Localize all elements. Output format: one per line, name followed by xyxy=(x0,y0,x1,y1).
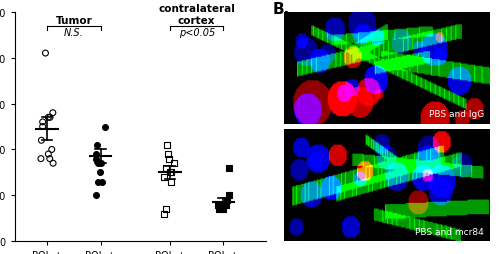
Point xyxy=(97,162,105,166)
Point xyxy=(160,175,168,179)
Point xyxy=(48,148,56,152)
Point xyxy=(94,162,102,166)
Point xyxy=(101,125,109,129)
Point xyxy=(225,166,233,170)
Point xyxy=(170,162,177,166)
Point xyxy=(222,203,230,207)
Point xyxy=(44,152,52,156)
Point xyxy=(214,203,222,207)
Point xyxy=(42,52,50,56)
Text: B.: B. xyxy=(272,2,289,17)
Text: PBS and IgG: PBS and IgG xyxy=(428,110,484,119)
Point xyxy=(98,180,106,184)
Point xyxy=(166,171,174,175)
Point xyxy=(96,171,104,175)
Text: Tumor: Tumor xyxy=(56,15,92,25)
Point xyxy=(92,157,100,161)
Point xyxy=(49,162,57,166)
Text: contralateral
cortex: contralateral cortex xyxy=(158,4,235,25)
Point xyxy=(224,198,232,202)
Point xyxy=(38,125,46,129)
Point xyxy=(167,171,175,175)
Point xyxy=(164,143,172,147)
Point xyxy=(46,157,54,161)
Point xyxy=(93,143,101,147)
Point xyxy=(160,212,168,216)
Point xyxy=(166,157,173,161)
Point xyxy=(94,180,102,184)
Text: PBS and mcr84: PBS and mcr84 xyxy=(415,227,484,236)
Point xyxy=(49,111,57,115)
Text: N.S.: N.S. xyxy=(64,28,84,38)
Point xyxy=(37,157,45,161)
Point xyxy=(162,166,170,170)
Point xyxy=(168,180,175,184)
Point xyxy=(226,194,234,198)
Point xyxy=(217,203,225,207)
Point xyxy=(44,116,52,120)
Point xyxy=(38,120,46,124)
Point xyxy=(214,207,222,211)
Point xyxy=(38,139,46,143)
Point xyxy=(46,116,54,120)
Text: p<0.05: p<0.05 xyxy=(178,28,215,38)
Point xyxy=(162,207,170,211)
Point xyxy=(92,194,100,198)
Point xyxy=(218,207,226,211)
Point xyxy=(164,152,172,156)
Point xyxy=(92,152,100,156)
